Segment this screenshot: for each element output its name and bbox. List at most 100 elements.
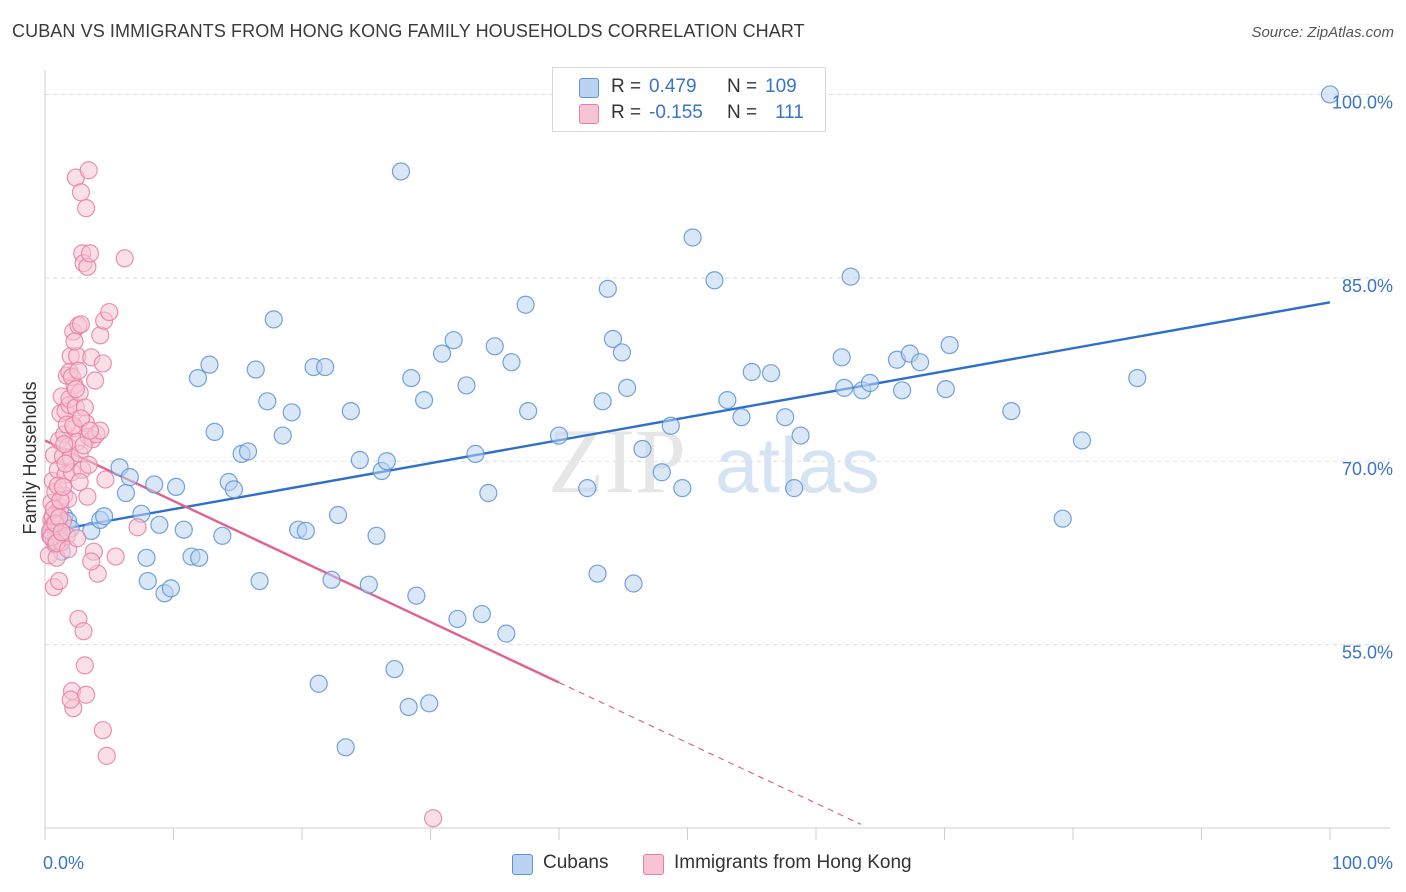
data-point (145, 475, 164, 494)
data-point (835, 378, 854, 397)
series-swatch-cubans (512, 854, 533, 875)
data-point (106, 547, 125, 566)
data-point (624, 574, 643, 593)
data-point (892, 381, 912, 400)
correlation-legend: R = 0.479 N = 109 R = -0.155 N = 111 (552, 67, 826, 132)
data-point (55, 435, 74, 454)
data-point (70, 472, 89, 492)
data-point (78, 487, 97, 506)
data-point (502, 353, 521, 372)
data-point (79, 455, 98, 474)
axes (44, 70, 1390, 840)
data-point (77, 685, 96, 704)
data-point (661, 416, 680, 435)
data-point (282, 403, 301, 422)
watermark: ZIP atlas (548, 410, 880, 512)
data-point (116, 483, 136, 503)
data-point (785, 479, 804, 498)
data-point (1320, 85, 1340, 104)
data-point (65, 332, 84, 351)
data-point (53, 477, 73, 496)
legend-n-value: 111 (775, 102, 804, 123)
legend-r-label: R = (611, 76, 642, 97)
series-hongkong (39, 161, 443, 828)
data-point (322, 570, 341, 589)
trend-line-hongkong (558, 681, 862, 825)
data-point (96, 470, 115, 489)
legend-r-label: R = (611, 102, 642, 123)
data-point (598, 279, 617, 298)
data-point (80, 244, 100, 263)
data-point (309, 674, 328, 693)
data-point (423, 809, 443, 828)
data-point (407, 586, 426, 605)
legend-r-value: 0.479 (649, 76, 697, 97)
data-point (161, 579, 181, 598)
source-credit: Source: ZipAtlas.com (1251, 24, 1394, 41)
data-point (472, 604, 491, 624)
data-point (213, 526, 232, 545)
data-point (137, 548, 156, 567)
data-point (93, 721, 112, 740)
data-point (75, 656, 94, 675)
data-point (115, 249, 134, 268)
chart-title: CUBAN VS IMMIGRANTS FROM HONG KONG FAMIL… (12, 21, 805, 41)
data-point (612, 343, 632, 362)
y-tick-label: 55.0% (1342, 643, 1393, 663)
data-point (77, 199, 96, 218)
x-tick-label: 0.0% (43, 853, 84, 873)
y-tick-label: 100.0% (1332, 92, 1393, 112)
data-point (128, 518, 147, 537)
data-point (448, 609, 467, 629)
tick-labels: 55.0% 70.0% 85.0% 100.0% 0.0% 100.0% (43, 92, 1393, 873)
data-point (791, 426, 810, 445)
data-point (578, 479, 597, 498)
legend-n-label: N = (727, 76, 758, 97)
data-point (82, 552, 101, 571)
data-point (71, 315, 91, 334)
data-point (359, 575, 378, 594)
data-point (120, 468, 139, 487)
data-point (485, 337, 504, 356)
data-point (166, 477, 186, 496)
data-point (633, 439, 652, 459)
data-point (66, 379, 85, 399)
data-point (618, 378, 637, 397)
data-point (414, 390, 434, 410)
data-point (205, 422, 224, 441)
series-label-hongkong: Immigrants from Hong Kong (674, 852, 912, 873)
legend-swatch-hongkong (579, 104, 599, 124)
series-label-cubans: Cubans (543, 852, 609, 873)
data-points (39, 85, 1340, 828)
data-point (80, 421, 100, 440)
data-point (479, 483, 498, 503)
data-point (385, 659, 404, 679)
data-point (652, 463, 671, 482)
data-point (603, 329, 623, 349)
data-point (224, 480, 243, 499)
data-point (705, 271, 724, 290)
data-point (718, 390, 737, 410)
data-point (432, 344, 452, 363)
data-point (673, 479, 692, 498)
data-point (940, 335, 959, 355)
data-point (776, 408, 795, 427)
y-axis-label: Family Households (20, 381, 40, 534)
data-point (549, 426, 569, 445)
data-point (420, 694, 439, 713)
data-point (444, 331, 463, 350)
data-point (1072, 431, 1092, 450)
data-point (93, 354, 112, 373)
data-point (1128, 368, 1147, 388)
y-tick-label: 70.0% (1342, 459, 1393, 479)
data-point (188, 368, 208, 388)
data-point (50, 571, 69, 591)
data-point (150, 515, 169, 534)
data-point (1002, 402, 1021, 421)
data-point (86, 371, 105, 390)
series-legend: Cubans Immigrants from Hong Kong (0, 852, 1406, 878)
data-point (832, 348, 851, 367)
data-point (683, 228, 702, 247)
data-point (238, 442, 258, 461)
